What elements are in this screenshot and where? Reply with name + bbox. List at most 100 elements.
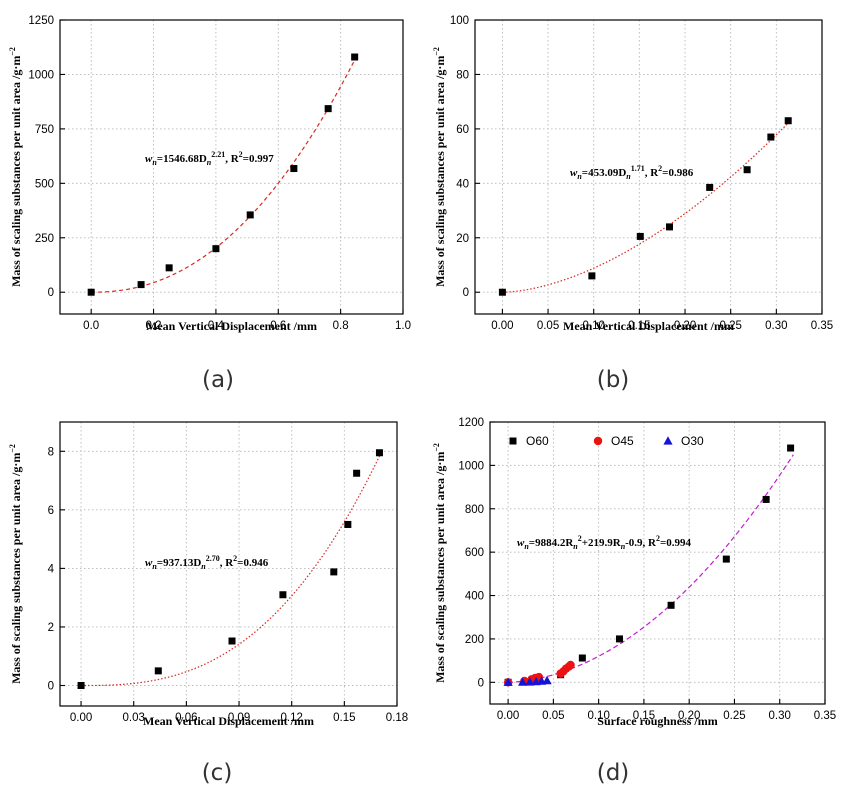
caption-d: (d) [597,760,630,786]
data-point [722,555,730,563]
data-point [578,654,586,662]
fit-equation: wn=1546.68Dn2.21, R2=0.997 [145,150,274,167]
x-tick-label: 0.35 [814,710,836,722]
y-axis-label: Mass of scaling substances per unit area… [8,47,23,287]
x-tick-label: 0.8 [333,320,349,332]
caption-b: (b) [597,367,630,393]
data-point [77,682,85,690]
x-axis-label: Mean Vertical Displacement /mm [146,319,317,333]
data-point [290,165,298,173]
y-tick-label: 60 [456,124,469,136]
legend: O60 O45 O30 [509,434,704,448]
series-data [87,53,359,296]
plot-frame [59,19,404,315]
y-tick-label: 6 [48,505,54,517]
x-tick-label: 0.35 [811,320,833,332]
data-point [784,117,792,125]
data-point [353,469,361,477]
x-tick-label: 0.30 [765,320,787,332]
x-tick-label: 0.12 [280,712,302,724]
data-point [154,667,162,675]
data-point [228,637,236,645]
data-point [667,601,675,609]
fit-curve [502,120,791,293]
y-tick-label: 250 [35,233,54,245]
y-tick-label: 4 [48,563,55,575]
grid [490,421,826,704]
plot-b: 0.00 0.05 0.10 0.15 0.20 0.25 0.30 0.35 0 20 40 60 8… [432,15,833,333]
plot-frame [59,421,398,707]
caption-c: (c) [202,760,233,786]
y-tick-label: 8 [48,446,54,458]
x-tick-label: 1.0 [395,320,411,332]
data-point [344,520,352,528]
data-point [787,444,795,452]
x-tick-label: 0.4 [208,320,225,332]
x-tick-label: 0.15 [333,712,355,724]
legend-label: O45 [611,434,634,448]
data-point [542,675,552,685]
x-tick-label: 0.00 [491,320,513,332]
data-point [767,133,775,141]
y-tick-label: 0 [48,287,54,299]
series-o30 [503,675,552,686]
data-point [246,211,254,219]
plot-d: 0.00 0.05 0.10 0.15 0.20 0.25 0.30 0.35 0 200 400 6… [432,417,836,728]
y-tick-label: 0 [48,681,54,693]
data-point [525,677,535,686]
y-tick-label: 1000 [458,460,484,472]
y-tick-label: 40 [456,178,469,190]
data-point [137,281,145,289]
x-tick-label: 0.10 [583,320,605,332]
data-point [87,288,95,296]
x-tick-label: 0.6 [270,320,286,332]
y-axis-label: Mass of scaling substances per unit area… [432,443,447,683]
y-tick-label: 0 [478,677,484,689]
y-tick-label: 80 [456,69,469,81]
legend-marker [663,436,673,445]
fit-equation: wn=937.13Dn2.70, R2=0.946 [145,554,269,571]
fit-equation: wn=453.09Dn1.71, R2=0.986 [570,164,694,181]
x-tick-label: 0.05 [542,710,564,722]
x-tick-label: 0.30 [769,710,791,722]
x-tick-label: 0.25 [723,710,745,722]
caption-a: (a) [202,367,234,393]
data-point [517,677,528,686]
x-axis-label: Mean Vertical Displacement /mm [143,714,314,728]
data-point [375,449,383,457]
plot-frame [489,421,826,705]
x-tick-label: 0.20 [674,320,696,332]
plot-a: 0.0 0.2 0.4 0.6 0.8 1.0 0 250 500 750 1000 1250 Mean… [8,15,411,333]
x-axis-label: Surface roughness /mm [597,714,717,728]
x-axis-label: Mean Vertical Displacement /mm [563,319,734,333]
data-point [636,232,644,240]
y-tick-label: 100 [450,15,469,27]
data-point [615,635,623,643]
fit-equation: wn=9884.2Rn2+219.9Rn-0.9, R2=0.994 [517,534,692,551]
y-tick-label: 600 [465,547,484,559]
fit-curve [508,454,794,684]
x-tick-label: 0.15 [633,710,655,722]
fit-curve [81,452,382,687]
legend-label: O30 [681,434,704,448]
y-tick-label: 1250 [28,15,54,27]
data-point [666,223,674,231]
data-point [706,183,714,191]
y-tick-label: 800 [465,504,484,516]
fit-curve [91,56,357,293]
plot-frame [474,19,823,315]
y-tick-label: 20 [456,233,469,245]
y-axis-label: Mass of scaling substances per unit area… [8,444,23,684]
x-tick-label: 0.00 [497,710,519,722]
y-tick-label: 500 [35,178,54,190]
x-tick-label: 0.20 [678,710,700,722]
data-point [324,105,332,113]
series-o60 [504,444,795,686]
data-point [762,495,770,503]
x-tick-label: 0.10 [587,710,609,722]
x-tick-label: 0.25 [719,320,741,332]
x-tick-label: 0.00 [70,712,92,724]
data-point [212,245,220,253]
y-tick-label: 1200 [458,417,484,429]
